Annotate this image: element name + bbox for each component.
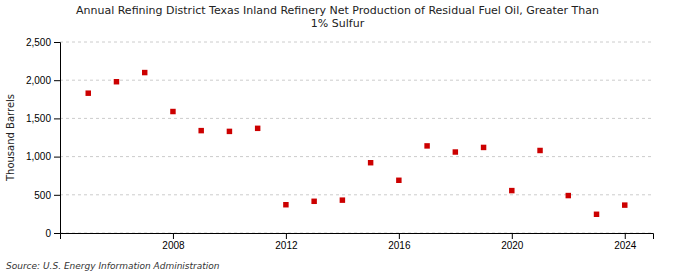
grid-line — [60, 80, 653, 81]
point — [255, 126, 260, 131]
axis-line — [54, 43, 61, 234]
tick-mark — [54, 195, 60, 196]
tick-label: 2,000 — [26, 75, 51, 86]
tick-mark — [399, 233, 400, 239]
tick-label: 500 — [34, 190, 51, 201]
grid-line — [60, 42, 653, 43]
tick: 1,000 — [26, 151, 60, 162]
tick-mark — [54, 118, 60, 119]
plot: 2008 2012 2016 2020 2024 0 500 1,000 1,500 2,000 2… — [26, 37, 654, 251]
grid-line — [60, 194, 653, 195]
point — [227, 129, 232, 134]
point — [622, 202, 627, 207]
point — [283, 202, 288, 207]
marks — [85, 70, 627, 217]
tick: 1,500 — [26, 113, 60, 124]
grid-line — [60, 118, 653, 119]
tick-label: 1,500 — [26, 113, 51, 124]
tick-label: 2012 — [275, 240, 298, 251]
point — [198, 128, 203, 133]
point — [537, 148, 542, 153]
title-line: 1% Sulfur — [311, 17, 365, 30]
point — [424, 143, 429, 148]
title: Annual Refining District Texas Inland Re… — [76, 4, 599, 30]
chart: Annual Refining District Texas Inland Re… — [0, 0, 675, 275]
tick-mark — [625, 233, 626, 239]
point — [170, 109, 175, 114]
tick-label: 2020 — [501, 240, 524, 251]
point — [509, 188, 514, 193]
point — [142, 70, 147, 75]
grid — [60, 42, 653, 233]
y-label: Thousand Barrels — [5, 94, 16, 182]
grid-line — [60, 156, 653, 157]
tick: 2008 — [162, 233, 185, 251]
source: Source: U.S. Energy Information Administ… — [6, 261, 220, 271]
x-axis: 2008 2012 2016 2020 2024 — [61, 233, 654, 251]
tick: 2024 — [614, 233, 637, 251]
point — [566, 193, 571, 198]
title-line: Annual Refining District Texas Inland Re… — [76, 4, 599, 17]
tick-mark — [54, 42, 60, 43]
point — [396, 178, 401, 183]
tick-mark — [286, 233, 287, 239]
point — [311, 199, 316, 204]
point — [368, 160, 373, 165]
tick: 2,000 — [26, 75, 60, 86]
point — [453, 149, 458, 154]
tick-label: 0 — [45, 228, 51, 239]
tick-mark — [54, 233, 60, 234]
point — [114, 79, 119, 84]
tick: 2,500 — [26, 37, 60, 48]
tick-label: 1,000 — [26, 151, 51, 162]
point — [594, 212, 599, 217]
point — [340, 197, 345, 202]
tick: 2016 — [388, 233, 411, 251]
point — [85, 90, 90, 95]
y-axis: 0 500 1,000 1,500 2,000 2,500 — [26, 37, 61, 239]
tick-mark — [54, 80, 60, 81]
point — [481, 145, 486, 150]
tick: 0 — [45, 228, 60, 239]
tick-label: 2016 — [388, 240, 411, 251]
axis-line — [61, 234, 654, 240]
tick: 2012 — [275, 233, 298, 251]
tick-label: 2024 — [614, 240, 637, 251]
tick-mark — [173, 233, 174, 239]
tick-mark — [512, 233, 513, 239]
tick: 500 — [34, 190, 60, 201]
tick-mark — [54, 157, 60, 158]
tick-label: 2,500 — [26, 37, 51, 48]
tick: 2020 — [501, 233, 524, 251]
tick-label: 2008 — [162, 240, 185, 251]
